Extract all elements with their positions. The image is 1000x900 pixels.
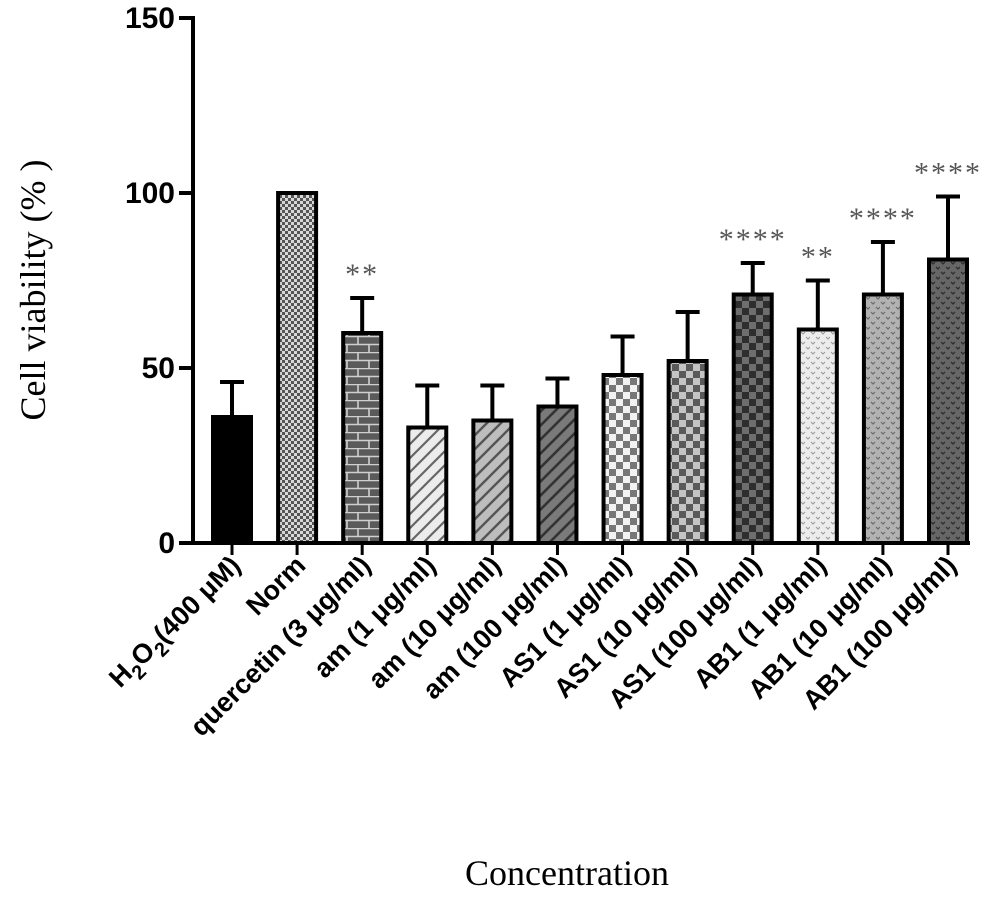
bar (341, 331, 384, 545)
bar (927, 257, 969, 545)
bar (536, 404, 579, 545)
significance-label: ** (801, 241, 835, 274)
bar (666, 359, 709, 545)
bar (406, 425, 449, 545)
bar (601, 373, 644, 545)
bars-layer (211, 191, 969, 545)
y-tick-label: 0 (158, 527, 175, 560)
bar (796, 327, 839, 545)
y-tick-label: 150 (125, 2, 175, 35)
x-axis-title: Concentration (465, 853, 669, 893)
labels-layer: H2O2(400 μM)Norm**quercetin (3 μg/ml)am … (103, 2, 982, 742)
y-tick-label: 100 (125, 177, 175, 210)
significance-label: ** (345, 258, 379, 291)
significance-label: **** (849, 202, 917, 235)
axes-layer (179, 16, 970, 555)
bar (861, 292, 904, 545)
significance-label: **** (719, 223, 787, 256)
significance-label: **** (914, 157, 982, 190)
y-tick-label: 50 (142, 352, 175, 385)
bar (211, 415, 253, 545)
y-axis-title: Cell viability (% ) (13, 160, 53, 421)
bar (276, 191, 319, 545)
bar (471, 418, 514, 545)
bar (731, 292, 774, 545)
